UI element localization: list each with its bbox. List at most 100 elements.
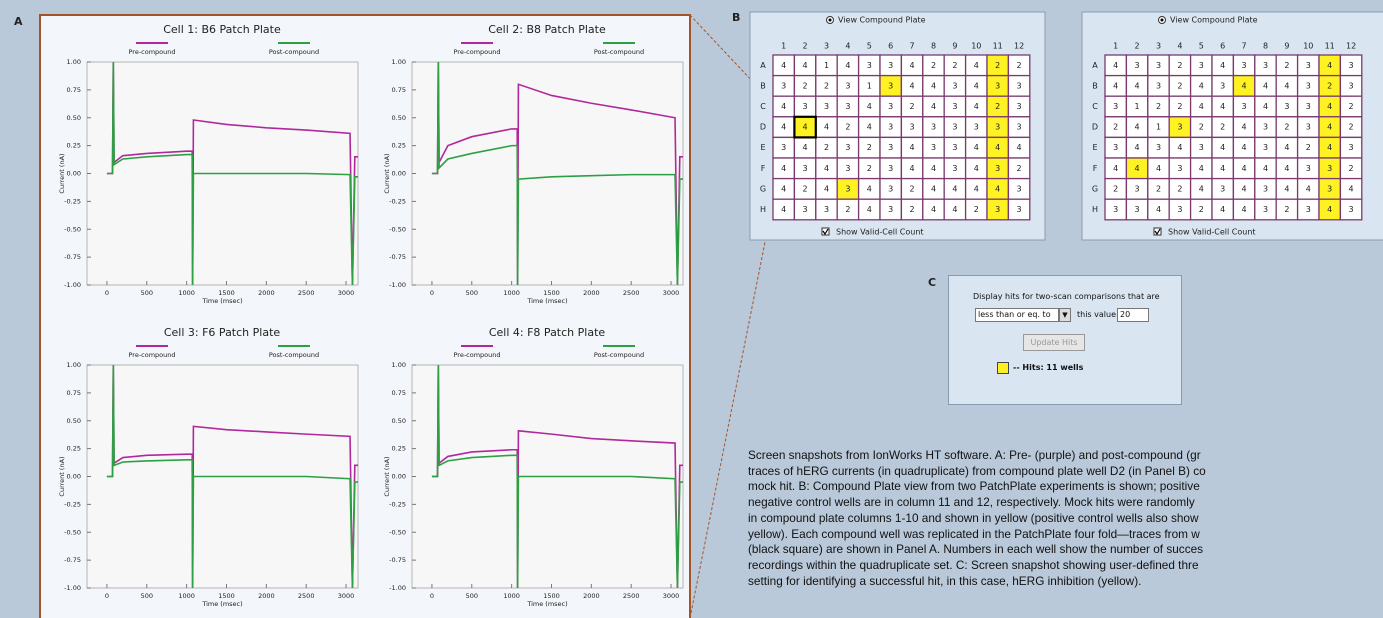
well-count: 4	[867, 205, 872, 214]
well-count: 4	[1199, 184, 1204, 193]
well-count: 4	[1135, 81, 1140, 90]
well-count: 3	[1349, 205, 1354, 214]
column-header: 5	[1199, 42, 1204, 51]
well-count: 2	[803, 184, 808, 193]
well-count: 3	[1199, 143, 1204, 152]
column-header: 4	[1177, 42, 1182, 51]
panel-label: A	[14, 15, 23, 28]
well-count: 4	[1327, 205, 1332, 214]
well-count: 3	[781, 143, 786, 152]
y-tick-label: 0.00	[67, 473, 81, 481]
well-count: 2	[1220, 123, 1225, 132]
well-count: 3	[888, 143, 893, 152]
column-header: 3	[824, 42, 829, 51]
well-count: 2	[1017, 164, 1022, 173]
well-count: 3	[910, 123, 915, 132]
well-count: 4	[1220, 205, 1225, 214]
operator-select[interactable]: less than or eq. to	[975, 308, 1059, 322]
x-tick-label: 1000	[178, 289, 195, 297]
dropdown-arrow[interactable]: ▼	[1059, 308, 1071, 322]
y-tick-label: 1.00	[67, 361, 81, 369]
well-count: 4	[974, 81, 979, 90]
well-count: 2	[845, 123, 850, 132]
well-count: 4	[1263, 164, 1268, 173]
chart: Cell 4: F8 Patch Plate1.000.750.500.250.…	[383, 326, 683, 608]
well-count: 4	[1199, 81, 1204, 90]
well-count: 1	[867, 81, 872, 90]
well-count: 2	[803, 81, 808, 90]
well-count: 2	[1113, 184, 1118, 193]
well-count: 4	[803, 143, 808, 152]
well-count: 3	[1306, 164, 1311, 173]
y-tick-label: -1.00	[389, 281, 406, 289]
column-header: 7	[1242, 42, 1247, 51]
checkbox-label: Show Valid-Cell Count	[1168, 228, 1256, 237]
row-header: C	[1092, 102, 1098, 111]
well-count: 4	[867, 123, 872, 132]
caption-line: in compound plate columns 1-10 and shown…	[748, 511, 1383, 527]
well-count: 3	[1263, 184, 1268, 193]
caption: Screen snapshots from IonWorks HT softwa…	[748, 448, 1383, 618]
well-count: 3	[1242, 61, 1247, 70]
y-tick-label: -0.50	[389, 528, 406, 536]
well-count: 3	[1349, 81, 1354, 90]
caption-line: Screen snapshots from IonWorks HT softwa…	[748, 448, 1383, 464]
well-count: 3	[952, 123, 957, 132]
well-count: 2	[1284, 123, 1289, 132]
value-input[interactable]: 20	[1117, 308, 1149, 322]
well-count: 1	[824, 61, 829, 70]
page: A B C Cell 1: B6 Patch Plate1.000.750.50…	[0, 0, 1383, 618]
well-count: 3	[1113, 143, 1118, 152]
well-count: 4	[1199, 164, 1204, 173]
y-tick-label: 0.75	[392, 389, 406, 397]
well-count: 4	[974, 184, 979, 193]
x-tick-label: 500	[141, 289, 153, 297]
legend-label: Pre-compound	[128, 351, 175, 359]
well-count: 2	[952, 61, 957, 70]
well-count: 4	[1327, 143, 1332, 152]
well-count: 4	[867, 184, 872, 193]
well-count: 3	[824, 102, 829, 111]
well-count: 2	[1327, 81, 1332, 90]
panel-label: B	[732, 11, 740, 24]
well-count: 2	[824, 81, 829, 90]
well-count: 4	[995, 143, 1000, 152]
well-count: 2	[1306, 143, 1311, 152]
y-tick-label: -0.50	[64, 225, 81, 233]
well-count: 2	[1177, 102, 1182, 111]
well-count: 3	[1017, 123, 1022, 132]
hits-panel: Display hits for two-scan comparisons th…	[948, 275, 1182, 405]
well-count: 4	[952, 184, 957, 193]
well-count: 3	[1306, 205, 1311, 214]
well-count: 2	[995, 61, 1000, 70]
y-tick-label: -0.25	[389, 500, 406, 508]
y-tick-label: -0.75	[389, 556, 406, 564]
radio-dot	[1161, 19, 1164, 22]
well-count: 4	[1349, 184, 1354, 193]
well-count: 3	[867, 61, 872, 70]
well-count: 2	[867, 143, 872, 152]
well-count: 3	[888, 184, 893, 193]
well-count: 3	[824, 205, 829, 214]
caption-line: setting for identifying a successful hit…	[748, 574, 1383, 590]
well-count: 3	[952, 143, 957, 152]
well-count: 3	[888, 81, 893, 90]
update-button[interactable]: Update Hits	[1023, 334, 1085, 351]
x-tick-label: 2000	[258, 289, 275, 297]
legend-label: Post-compound	[594, 351, 644, 359]
chart-title: Cell 2: B8 Patch Plate	[488, 23, 606, 36]
well-count: 4	[952, 205, 957, 214]
well-count: 4	[1113, 61, 1118, 70]
well-count: 2	[1017, 61, 1022, 70]
x-tick-label: 3000	[663, 289, 680, 297]
column-header: 5	[867, 42, 872, 51]
well-count: 2	[1177, 81, 1182, 90]
well-count: 3	[803, 205, 808, 214]
well-count: 3	[845, 143, 850, 152]
row-header: C	[760, 102, 766, 111]
y-tick-label: 0.50	[67, 114, 81, 122]
well-count: 3	[1156, 61, 1161, 70]
well-count: 4	[931, 102, 936, 111]
well-count: 3	[1113, 205, 1118, 214]
well-count: 4	[781, 102, 786, 111]
